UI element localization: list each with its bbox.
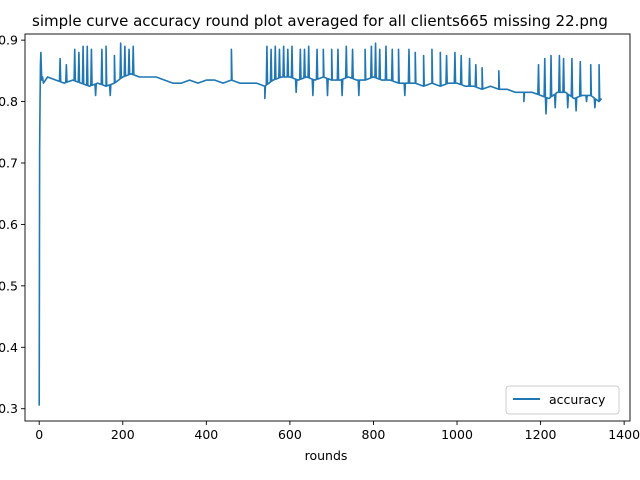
x-tick-label: 800 xyxy=(362,427,386,442)
y-axis: 0.3 0.4 0.5 0.6 0.7 0.8 0.9 xyxy=(0,33,25,416)
x-tick-label: 600 xyxy=(278,427,302,442)
y-tick-label: 0.6 xyxy=(0,217,18,232)
y-tick-label: 0.7 xyxy=(0,156,18,171)
x-tick-label: 0 xyxy=(35,427,43,442)
plot-frame xyxy=(24,33,631,422)
x-tick-label: 400 xyxy=(194,427,218,442)
legend: accuracy xyxy=(505,385,620,415)
x-tick-label: 200 xyxy=(111,427,135,442)
y-tick-label: 0.3 xyxy=(0,401,18,416)
y-tick-label: 0.4 xyxy=(0,340,18,355)
x-axis: 0 200 400 600 800 1000 1200 1400 xyxy=(35,421,640,442)
legend-label: accuracy xyxy=(549,392,606,407)
y-tick-label: 0.8 xyxy=(0,94,18,109)
y-tick-label: 0.9 xyxy=(0,33,18,48)
x-tick-label: 1200 xyxy=(525,427,557,442)
x-tick-label: 1400 xyxy=(608,427,640,442)
x-tick-label: 1000 xyxy=(441,427,473,442)
chart-title: simple curve accuracy round plot average… xyxy=(32,12,608,30)
series-layer xyxy=(38,42,603,406)
y-tick-label: 0.5 xyxy=(0,278,18,293)
series-line-accuracy xyxy=(38,42,603,406)
x-axis-label: rounds xyxy=(305,448,348,463)
legend-box xyxy=(505,385,620,415)
